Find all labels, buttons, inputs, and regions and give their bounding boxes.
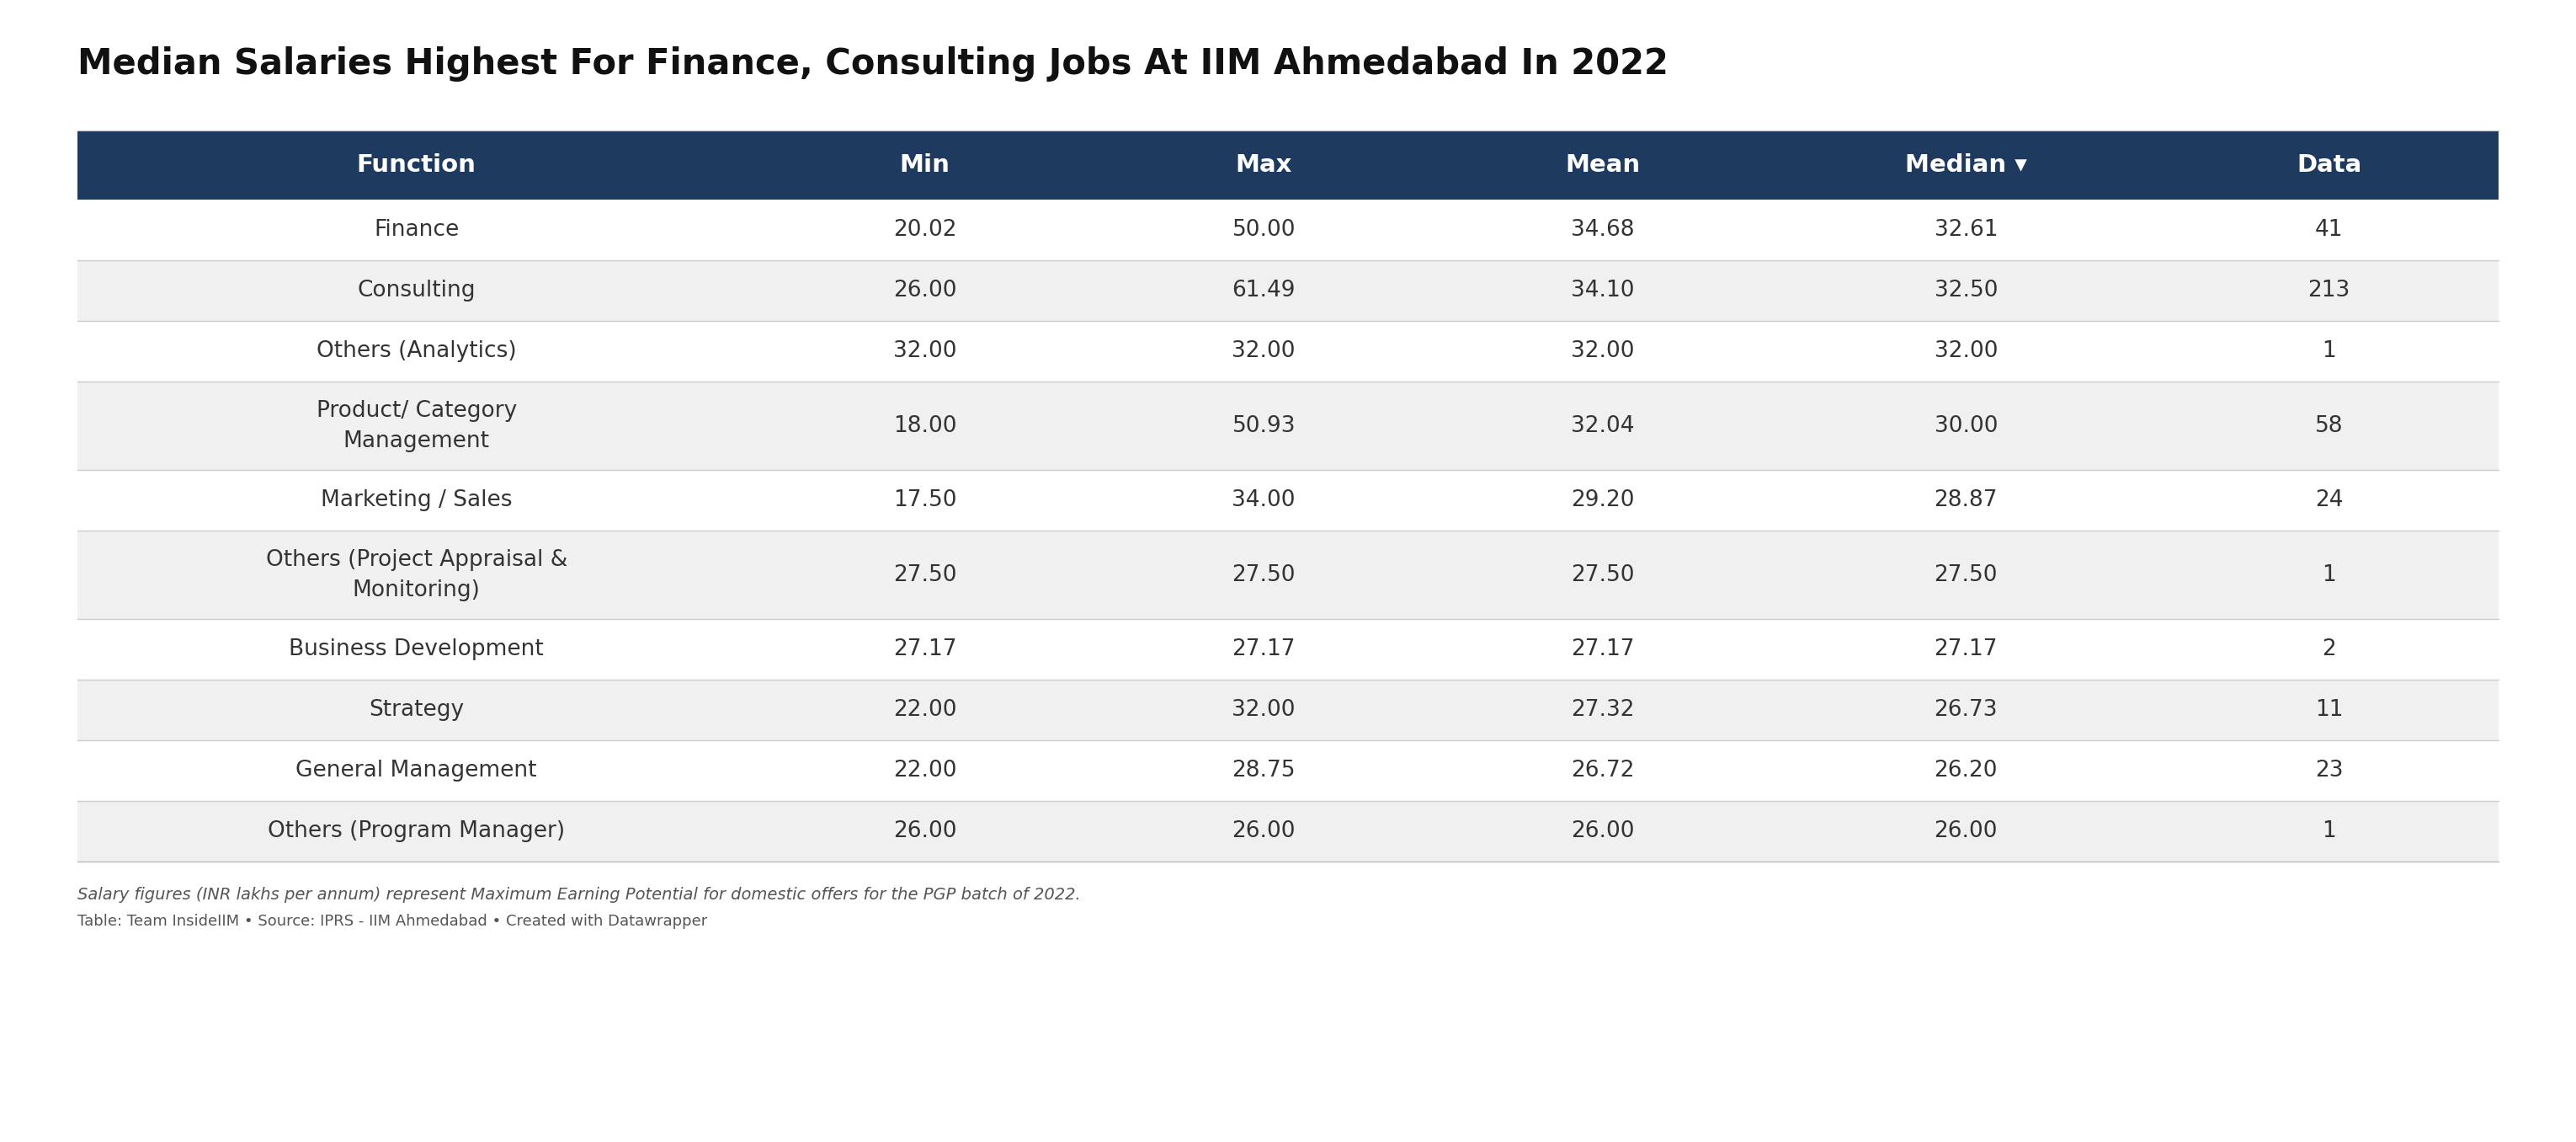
Text: Mean: Mean [1566,153,1641,177]
Text: 28.75: 28.75 [1231,759,1296,781]
Text: 1: 1 [2321,820,2336,842]
Text: 32.00: 32.00 [1571,340,1636,362]
Text: 34.10: 34.10 [1571,280,1636,301]
Text: 26.00: 26.00 [1571,820,1636,842]
Text: Function: Function [355,153,477,177]
Text: 32.00: 32.00 [894,340,956,362]
Text: 23: 23 [2316,759,2344,781]
Text: 22.00: 22.00 [894,759,956,781]
Text: 26.00: 26.00 [1231,820,1296,842]
Text: Data: Data [2298,153,2362,177]
Text: Median Salaries Highest For Finance, Consulting Jobs At IIM Ahmedabad In 2022: Median Salaries Highest For Finance, Con… [77,47,1669,82]
Text: Median ▾: Median ▾ [1904,153,2027,177]
Text: 50.00: 50.00 [1231,219,1296,241]
FancyBboxPatch shape [77,381,2499,471]
Text: Salary figures (INR lakhs per annum) represent Maximum Earning Potential for dom: Salary figures (INR lakhs per annum) rep… [77,887,1082,903]
Text: Others (Analytics): Others (Analytics) [317,340,515,362]
Text: 18.00: 18.00 [894,415,956,436]
FancyBboxPatch shape [77,130,2499,200]
Text: 41: 41 [2316,219,2344,241]
Text: 26.20: 26.20 [1935,759,1996,781]
Text: 32.04: 32.04 [1571,415,1636,436]
Text: Table: Team InsideIIM • Source: IPRS - IIM Ahmedabad • Created with Datawrapper: Table: Team InsideIIM • Source: IPRS - I… [77,914,708,928]
Text: 30.00: 30.00 [1935,415,1996,436]
Text: 27.50: 27.50 [1571,564,1636,586]
Text: Others (Project Appraisal &
Monitoring): Others (Project Appraisal & Monitoring) [265,548,567,601]
FancyBboxPatch shape [77,321,2499,381]
Text: 24: 24 [2316,489,2344,512]
Text: 32.50: 32.50 [1935,280,1996,301]
Text: Strategy: Strategy [368,699,464,721]
Text: 32.61: 32.61 [1935,219,1996,241]
Text: 27.50: 27.50 [1231,564,1296,586]
Text: Min: Min [899,153,951,177]
Text: 32.00: 32.00 [1231,699,1296,721]
Text: 27.17: 27.17 [894,638,956,660]
FancyBboxPatch shape [77,801,2499,861]
Text: Others (Program Manager): Others (Program Manager) [268,820,564,842]
Text: 1: 1 [2321,564,2336,586]
Text: 27.17: 27.17 [1935,638,1996,660]
Text: 26.00: 26.00 [1935,820,1996,842]
Text: 17.50: 17.50 [894,489,956,512]
Text: 58: 58 [2316,415,2344,436]
Text: 27.50: 27.50 [1935,564,1996,586]
Text: Finance: Finance [374,219,459,241]
Text: 20.02: 20.02 [894,219,956,241]
Text: Consulting: Consulting [358,280,477,301]
Text: 29.20: 29.20 [1571,489,1636,512]
Text: 2: 2 [2321,638,2336,660]
Text: General Management: General Management [296,759,536,781]
Text: 28.87: 28.87 [1935,489,1996,512]
FancyBboxPatch shape [77,619,2499,679]
Text: Marketing / Sales: Marketing / Sales [319,489,513,512]
FancyBboxPatch shape [77,260,2499,321]
FancyBboxPatch shape [77,531,2499,619]
FancyBboxPatch shape [77,740,2499,801]
Text: 26.72: 26.72 [1571,759,1636,781]
Text: Product/ Category
Management: Product/ Category Management [317,400,518,452]
FancyBboxPatch shape [77,200,2499,260]
FancyBboxPatch shape [77,679,2499,740]
Text: 61.49: 61.49 [1231,280,1296,301]
Text: 32.00: 32.00 [1231,340,1296,362]
Text: 22.00: 22.00 [894,699,956,721]
Text: 32.00: 32.00 [1935,340,1996,362]
Text: Max: Max [1236,153,1293,177]
Text: 34.00: 34.00 [1231,489,1296,512]
Text: 26.00: 26.00 [894,280,956,301]
Text: 1: 1 [2321,340,2336,362]
Text: 50.93: 50.93 [1231,415,1296,436]
Text: 213: 213 [2308,280,2349,301]
Text: 27.50: 27.50 [894,564,956,586]
Text: Business Development: Business Development [289,638,544,660]
Text: 34.68: 34.68 [1571,219,1636,241]
Text: 27.17: 27.17 [1231,638,1296,660]
Text: 26.00: 26.00 [894,820,956,842]
FancyBboxPatch shape [77,471,2499,531]
Text: 11: 11 [2316,699,2344,721]
Text: 27.17: 27.17 [1571,638,1636,660]
Text: 26.73: 26.73 [1935,699,1996,721]
Text: 27.32: 27.32 [1571,699,1636,721]
